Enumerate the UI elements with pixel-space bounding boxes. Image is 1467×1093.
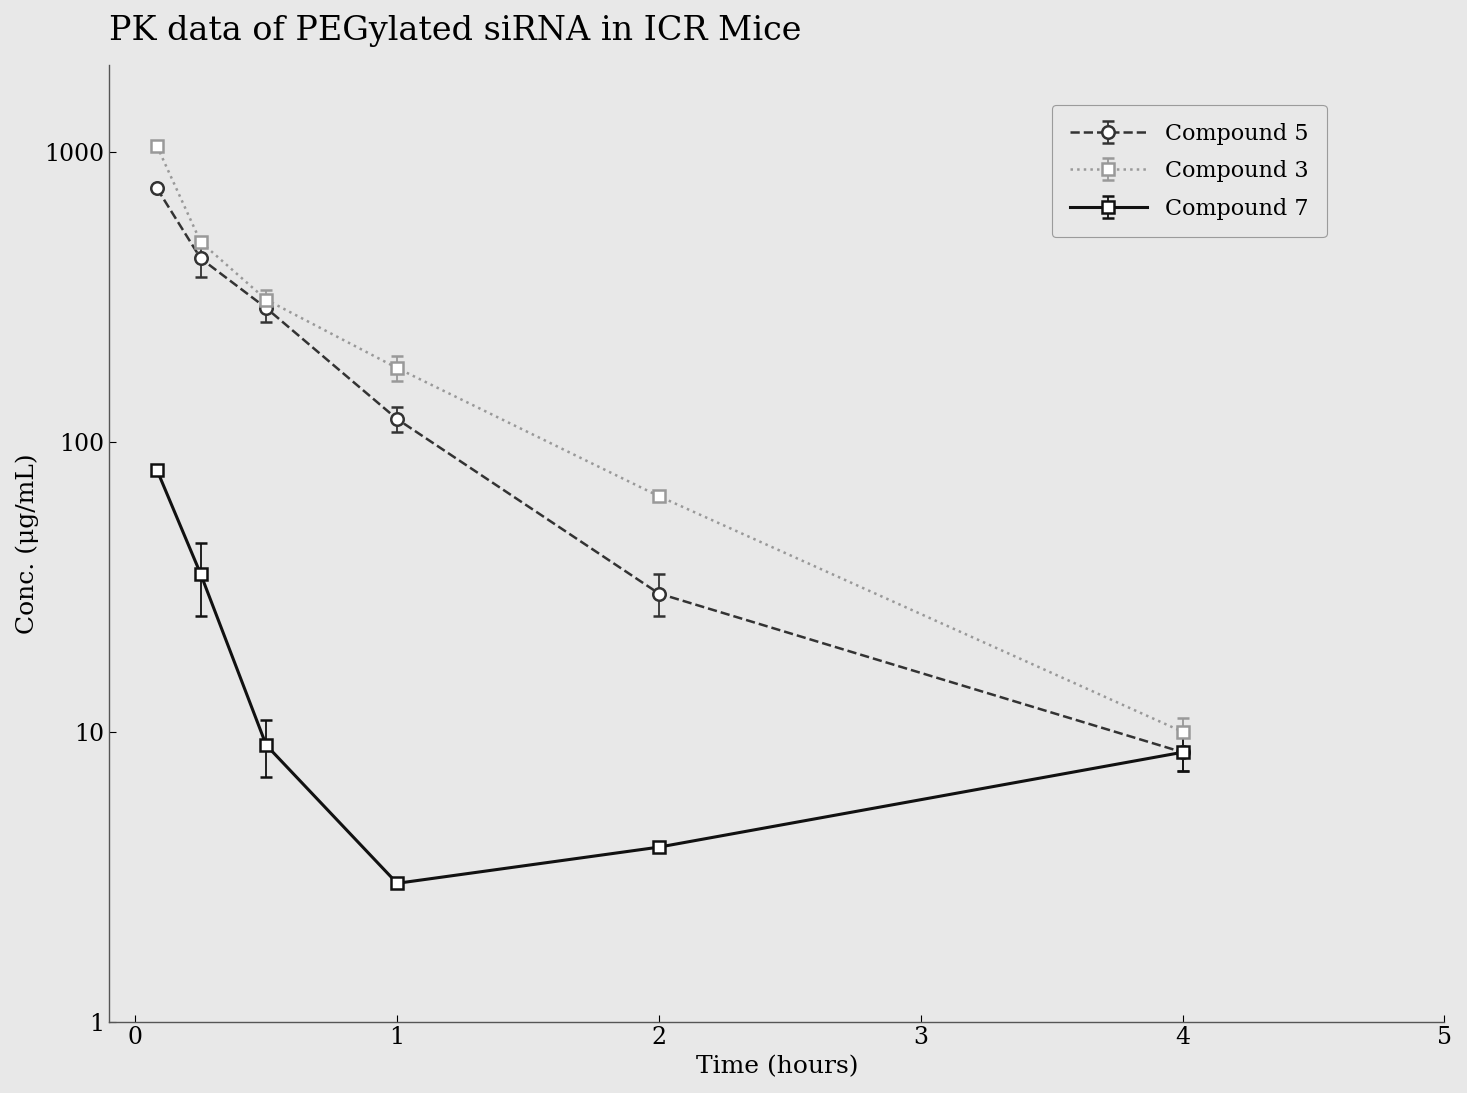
X-axis label: Time (hours): Time (hours) (695, 1055, 858, 1078)
Text: PK data of PEGylated siRNA in ICR Mice: PK data of PEGylated siRNA in ICR Mice (109, 15, 801, 47)
Legend: Compound 5, Compound 3, Compound 7: Compound 5, Compound 3, Compound 7 (1052, 105, 1326, 237)
Y-axis label: Conc. (μg/mL): Conc. (μg/mL) (15, 453, 38, 634)
